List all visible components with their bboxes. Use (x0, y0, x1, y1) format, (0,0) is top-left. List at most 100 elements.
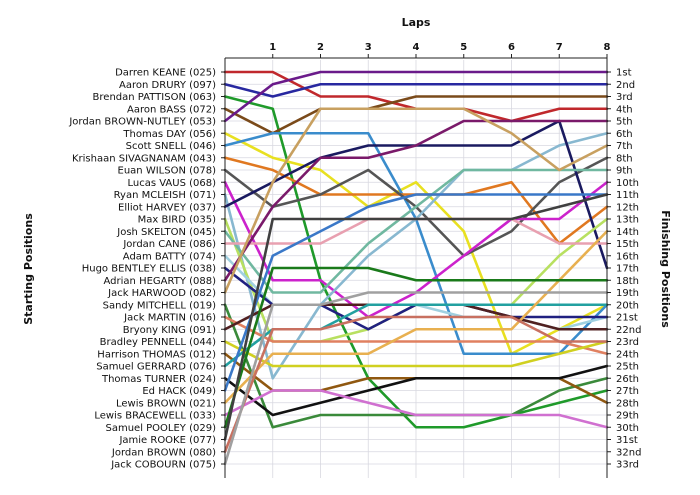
starting-name-label: Jack HARWOOD (082) (107, 288, 216, 299)
finishing-position-label: 15th (616, 239, 639, 250)
starting-name-label: Darren KEANE (025) (115, 68, 216, 79)
series-line (223, 95, 609, 429)
starting-name-label: Bryony KING (091) (123, 325, 216, 336)
starting-name-label: Lewis BRACEWELL (033) (94, 411, 216, 422)
starting-name-label: Harrison THOMAS (012) (97, 349, 216, 360)
finishing-position-label: 18th (616, 276, 639, 287)
finishing-position-label: 25th (616, 362, 639, 373)
finishing-position-label: 21st (616, 313, 638, 324)
starting-name-label: Jack MARTIN (016) (123, 313, 216, 324)
series-line (223, 229, 609, 405)
axes (221, 54, 611, 478)
starting-name-label: Elliot HARVEY (037) (118, 202, 216, 213)
series-line (223, 193, 609, 441)
series-line (223, 107, 609, 294)
starting-name-label: Jordan BROWN-NUTLEY (053) (68, 117, 216, 128)
starting-name-label: Josh SKELTON (045) (116, 227, 216, 238)
starting-name-label: Krishaan SIVAGNANAM (043) (72, 153, 216, 164)
series-line (223, 315, 609, 356)
series-line (223, 131, 609, 356)
series-line (223, 70, 609, 123)
finishing-position-label: 19th (616, 288, 639, 299)
finishing-position-label: 8th (616, 153, 633, 164)
series-line (223, 119, 609, 282)
finishing-position-label: 13th (616, 215, 639, 226)
starting-name-label: Aaron BASS (072) (127, 104, 216, 115)
starting-name-label: Jamie ROOKE (077) (118, 435, 216, 446)
finishing-position-label: 16th (616, 251, 639, 262)
series-line (223, 340, 609, 368)
lap-tick-label: 6 (508, 42, 515, 53)
series-line (223, 95, 609, 135)
starting-name-label: Samuel GERRARD (076) (96, 362, 216, 373)
starting-name-label: Scott SNELL (046) (126, 141, 216, 152)
starting-name-label: Jordan BROWN (080) (111, 447, 216, 458)
starting-name-label: Thomas TURNER (024) (101, 374, 216, 385)
finishing-position-label: 3rd (616, 92, 633, 103)
starting-name-labels: Darren KEANE (025)Aaron DRURY (097)Brend… (68, 68, 216, 471)
finishing-position-label: 11th (616, 190, 639, 201)
finishing-position-label: 29th (616, 411, 639, 422)
finishing-position-label: 26th (616, 374, 639, 385)
series-line (223, 82, 609, 98)
finishing-position-label: 17th (616, 264, 639, 275)
finishing-position-label: 4th (616, 104, 633, 115)
finishing-position-label: 6th (616, 129, 633, 140)
finishing-position-label: 30th (616, 423, 639, 434)
starting-name-label: Max BIRD (035) (138, 215, 216, 226)
series-line (223, 364, 609, 417)
starting-name-label: Lucas VAUS (068) (127, 178, 216, 189)
starting-name-label: Adam BATTY (074) (123, 251, 216, 262)
finishing-position-label: 20th (616, 300, 639, 311)
starting-name-label: Bradley PENNELL (044) (100, 337, 216, 348)
finishing-position-label: 7th (616, 141, 633, 152)
x-axis-title: Laps (402, 16, 431, 29)
starting-name-label: Ed HACK (049) (142, 386, 216, 397)
starting-name-label: Ryan MCLEISH (071) (114, 190, 216, 201)
series-line (223, 315, 609, 454)
lap-tick-label: 5 (460, 42, 467, 53)
starting-name-label: Samuel POOLEY (029) (105, 423, 216, 434)
lap-tick-labels: 1 2 3 4 5 6 7 8 (269, 42, 610, 53)
starting-name-label: Adrian HEGARTY (088) (104, 276, 217, 287)
lap-tick-label: 8 (604, 42, 611, 53)
starting-name-label: Jack COBOURN (075) (110, 460, 216, 471)
lap-tick-label: 4 (413, 42, 420, 53)
series-line (223, 291, 609, 466)
starting-name-label: Brendan PATTISON (063) (93, 92, 217, 103)
starting-name-label: Jordan CANE (086) (122, 239, 216, 250)
finishing-position-label: 27th (616, 386, 639, 397)
starting-name-label: Lewis BROWN (021) (116, 398, 216, 409)
series-line (223, 266, 609, 429)
starting-name-label: Aaron DRURY (097) (119, 80, 216, 91)
finishing-position-label: 14th (616, 227, 639, 238)
finishing-position-label: 24th (616, 349, 639, 360)
starting-positions-axis-title: Starting Positions (22, 213, 35, 325)
series-line (223, 168, 609, 294)
finishing-position-label: 12th (616, 202, 639, 213)
lap-tick-label: 7 (556, 42, 563, 53)
finishing-position-label: 1st (616, 68, 632, 79)
finishing-position-label: 22nd (616, 325, 641, 336)
lap-tick-label: 2 (317, 42, 324, 53)
lap-tick-label: 1 (269, 42, 276, 53)
finishing-position-label: 5th (616, 117, 633, 128)
finishing-position-label: 10th (616, 178, 639, 189)
starting-name-label: Hugo BENTLEY ELLIS (038) (82, 264, 216, 275)
starting-name-label: Thomas DAY (056) (122, 129, 216, 140)
finishing-positions-axis-title: Finishing Positions (659, 210, 672, 328)
finishing-position-label: 33rd (616, 460, 639, 471)
series-line (223, 193, 609, 392)
finishing-position-label: 9th (616, 166, 633, 177)
finishing-position-label: 28th (616, 398, 639, 409)
lap-tick-label: 3 (365, 42, 372, 53)
starting-name-label: Euan WILSON (078) (118, 166, 217, 177)
finishing-position-label: 32nd (616, 447, 641, 458)
finishing-position-label: 2nd (616, 80, 635, 91)
finishing-position-label: 23rd (616, 337, 639, 348)
starting-name-label: Sandy MITCHELL (019) (103, 300, 216, 311)
finishing-position-label: 31st (616, 435, 638, 446)
